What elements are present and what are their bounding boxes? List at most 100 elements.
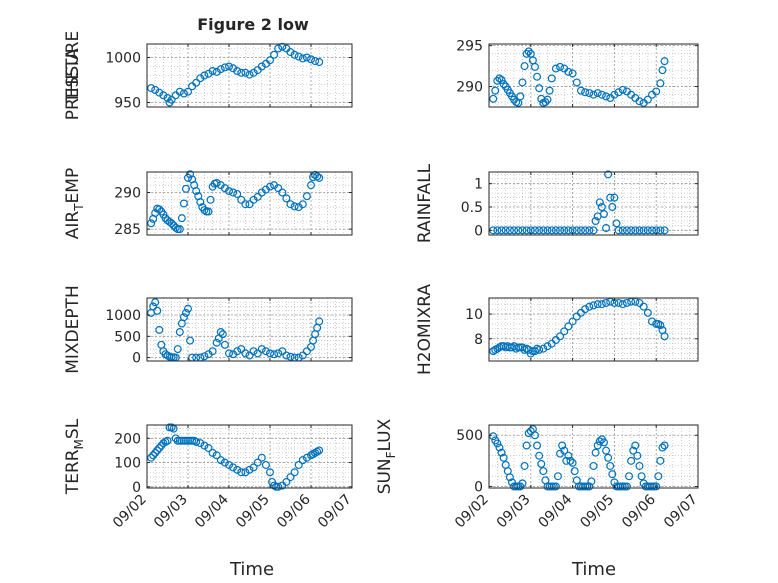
data-point — [274, 482, 283, 491]
data-point — [311, 57, 320, 66]
data-point — [237, 68, 246, 77]
data-point — [493, 226, 502, 235]
data-point — [597, 300, 606, 309]
axes-box — [488, 297, 699, 362]
data-point — [153, 446, 162, 455]
data-point — [591, 217, 600, 226]
data-point — [606, 193, 615, 202]
data-point — [257, 345, 266, 354]
data-point — [614, 226, 623, 235]
data-point — [286, 48, 295, 57]
axes-box — [488, 43, 699, 108]
data-point — [212, 451, 221, 460]
data-point — [622, 226, 631, 235]
x-tick-label: 09/04 — [536, 491, 576, 531]
data-point — [564, 67, 573, 76]
data-point — [274, 184, 283, 193]
data-point — [564, 451, 573, 460]
data-point — [177, 214, 186, 223]
data-point — [585, 226, 594, 235]
data-point — [543, 95, 552, 104]
data-point — [516, 92, 525, 101]
data-point — [530, 226, 539, 235]
data-point — [302, 192, 311, 201]
y-tick-label: 0 — [474, 223, 483, 239]
data-point — [290, 468, 299, 477]
data-point — [556, 226, 565, 235]
plot-area — [489, 298, 698, 361]
data-point — [660, 332, 669, 341]
data-point — [149, 302, 158, 311]
data-point — [614, 298, 623, 307]
data-point — [530, 62, 539, 71]
data-point — [241, 68, 250, 77]
data-point — [610, 90, 619, 99]
data-point — [200, 71, 209, 80]
data-point — [212, 178, 221, 187]
data-point — [147, 219, 156, 228]
data-point — [656, 321, 665, 330]
data-point — [499, 453, 508, 462]
data-point — [581, 226, 590, 235]
data-point — [179, 313, 188, 322]
figure-title: Figure 2 low — [197, 15, 309, 34]
data-point — [643, 308, 652, 317]
subplot-8: 09/02 09/03 09/04 09/05 09/06 09/07 0 500 SUNFLU… — [375, 418, 701, 531]
data-point — [257, 62, 266, 71]
y-tick-label: 290 — [456, 80, 483, 96]
data-point — [658, 443, 667, 452]
data-point — [233, 465, 242, 474]
data-point — [564, 322, 573, 331]
axes-box — [146, 43, 353, 108]
subplot-6: 8 10 H2OMIXRA — [415, 284, 699, 375]
data-point — [216, 328, 225, 337]
subplot-3: 285 290 AIRTEMP — [63, 168, 353, 239]
x-tick-label: 09/05 — [577, 492, 617, 532]
data-point — [497, 75, 506, 84]
data-point — [208, 347, 217, 356]
data-point — [216, 65, 225, 74]
data-point — [315, 57, 324, 66]
data-point — [535, 84, 544, 93]
data-point — [518, 78, 527, 87]
subplot-1: 950 1000 PRESSURE — [63, 31, 353, 120]
data-point — [585, 89, 594, 98]
data-point — [556, 332, 565, 341]
data-point — [253, 458, 262, 467]
data-point — [635, 226, 644, 235]
data-point — [558, 441, 567, 450]
data-point — [654, 472, 663, 481]
axes-box — [488, 171, 699, 236]
data-point — [530, 347, 539, 356]
data-point — [491, 86, 500, 95]
data-point — [658, 66, 667, 75]
data-point — [560, 327, 569, 336]
data-point — [237, 195, 246, 204]
x-tick-label: 09/05 — [233, 492, 273, 532]
data-point — [302, 53, 311, 62]
y-tick-label: 500 — [456, 428, 483, 444]
axes-box — [146, 424, 353, 489]
data-point — [572, 226, 581, 235]
data-point — [643, 226, 652, 235]
y-tick-label: 285 — [114, 222, 141, 238]
data-point — [568, 317, 577, 326]
data-point — [266, 468, 275, 477]
data-point — [208, 66, 217, 75]
data-point — [545, 86, 554, 95]
data-point — [173, 345, 182, 354]
data-point — [556, 62, 565, 71]
data-point — [313, 172, 322, 181]
data-point — [155, 205, 164, 214]
data-point — [495, 74, 504, 83]
data-point — [608, 470, 617, 479]
data-point — [566, 456, 575, 465]
data-point — [627, 456, 636, 465]
x-axis-label-left: Time — [229, 559, 274, 580]
data-point — [155, 325, 164, 334]
data-point — [307, 181, 316, 190]
data-point — [576, 226, 585, 235]
y-tick-label: 500 — [114, 329, 141, 345]
data-point — [167, 95, 176, 104]
data-point — [635, 461, 644, 470]
